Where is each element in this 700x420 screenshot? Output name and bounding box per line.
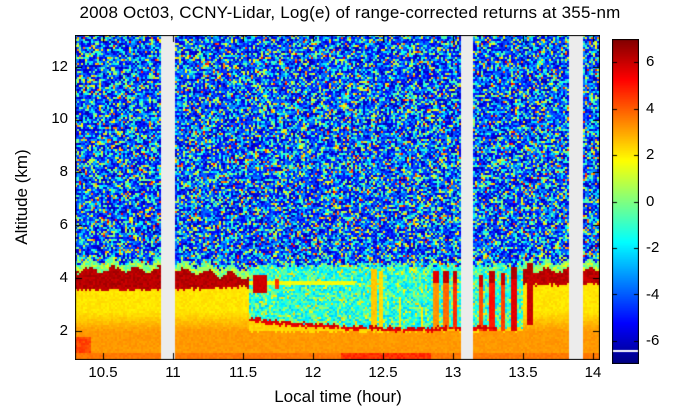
colorbar-tick-label: -6: [646, 332, 660, 349]
x-tick-label: 11: [165, 364, 181, 381]
x-tick-label: 13: [444, 364, 462, 381]
x-axis-label: Local time (hour): [274, 387, 402, 406]
x-tick-label: 12: [304, 364, 322, 381]
colorbar-tick-label: 2: [646, 146, 655, 163]
figure-title: 2008 Oct03, CCNY-Lidar, Log(e) of range-…: [79, 3, 621, 22]
x-tick-label: 10.5: [88, 364, 118, 381]
colorbar-tick-label: -4: [646, 286, 660, 303]
colorbar-tick-label: -2: [646, 239, 660, 256]
colorbar: [612, 39, 639, 364]
y-tick-label: 4: [59, 269, 68, 286]
x-tick-label: 12.5: [368, 364, 398, 381]
x-tick-label: 14: [584, 364, 602, 381]
colorbar-tick-label: 0: [646, 193, 655, 210]
x-tick-label: 11.5: [228, 364, 258, 381]
y-tick-label: 8: [59, 163, 68, 180]
heatmap-plot: [75, 35, 600, 360]
colorbar-tick-label: 4: [646, 100, 655, 117]
colorbar-tick-label: 6: [646, 53, 655, 70]
y-tick-label: 6: [59, 216, 68, 233]
y-tick-label: 12: [51, 58, 68, 75]
y-tick-label: 10: [51, 110, 68, 127]
x-tick-label: 13.5: [508, 364, 538, 381]
y-tick-label: 2: [59, 322, 68, 339]
